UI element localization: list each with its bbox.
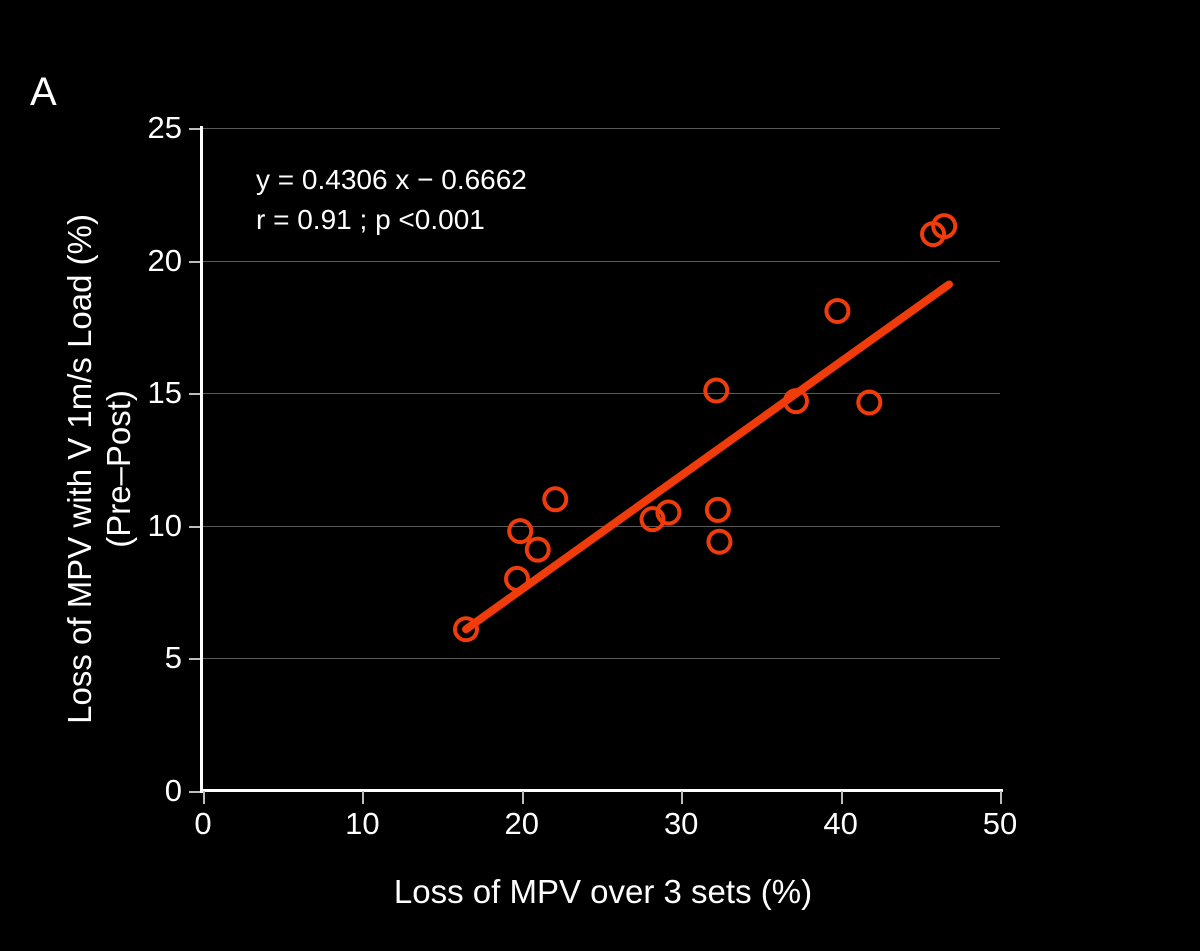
y-tick-label-5: 5: [164, 640, 182, 676]
panel-label-a: A: [30, 70, 58, 114]
data-point: [655, 499, 682, 526]
gridline-y-5: [203, 658, 1000, 660]
y-tick-mark-0: [189, 791, 200, 793]
y-axis-title: Loss of MPV with V 1m/s Load (%) (Pre–Po…: [61, 89, 139, 849]
data-point: [931, 213, 958, 240]
gridline-y-10: [203, 525, 1000, 527]
data-point: [856, 389, 883, 416]
x-tick-label-10: 10: [345, 806, 380, 841]
x-tick-mark-30: [681, 791, 684, 804]
x-tick-mark-40: [840, 791, 843, 804]
data-point: [542, 486, 569, 513]
data-point: [639, 506, 666, 533]
y-tick-label-15: 15: [147, 375, 182, 411]
y-tick-mark-15: [189, 393, 200, 396]
y-tick-label-20: 20: [147, 242, 182, 278]
data-point: [704, 496, 731, 523]
regression-line: [462, 280, 953, 634]
y-tick-mark-20: [189, 260, 200, 263]
x-tick-mark-10: [362, 791, 365, 804]
x-tick-label-50: 50: [982, 806, 1018, 841]
y-axis-title-line2: (Pre–Post): [100, 390, 137, 548]
y-tick-label-25: 25: [147, 110, 182, 145]
regression-stats: r = 0.91 ; p <0.001: [256, 203, 485, 235]
data-point: [706, 528, 733, 555]
x-tick-mark-20: [521, 791, 524, 804]
y-tick-mark-25: [189, 128, 200, 130]
y-axis-title-line1: Loss of MPV with V 1m/s Load (%): [61, 214, 99, 724]
data-point: [782, 388, 809, 415]
data-point: [703, 377, 730, 404]
x-tick-mark-50: [1000, 791, 1002, 804]
x-tick-label-40: 40: [823, 806, 858, 841]
y-tick-mark-5: [189, 658, 200, 661]
x-tick-label-30: 30: [663, 806, 699, 841]
regression-annotation: y = 0.4306 x − 0.6662 r = 0.91 ; p <0.00…: [256, 160, 527, 240]
gridline-y-20: [203, 260, 1000, 262]
data-points: [453, 213, 958, 643]
y-tick-label-10: 10: [147, 507, 182, 543]
data-point: [824, 297, 851, 324]
y-axis-spine: [200, 126, 203, 793]
data-point: [504, 565, 531, 592]
x-tick-label-0: 0: [194, 806, 212, 841]
x-tick-label-20: 20: [504, 806, 540, 841]
y-tick-mark-10: [189, 525, 200, 528]
gridline-y-15: [203, 393, 1000, 395]
x-axis-spine: [200, 789, 1003, 792]
gridline-y-25: [203, 128, 1000, 129]
x-axis-title: Loss of MPV over 3 sets (%): [393, 873, 813, 910]
data-point: [524, 536, 551, 563]
x-tick-mark-0: [203, 791, 205, 804]
data-point: [507, 518, 534, 545]
data-layer: [453, 213, 958, 643]
y-tick-label-0: 0: [164, 773, 182, 808]
regression-equation: y = 0.4306 x − 0.6662: [256, 164, 527, 195]
data-point: [453, 616, 480, 643]
plot-area: [203, 128, 1000, 791]
